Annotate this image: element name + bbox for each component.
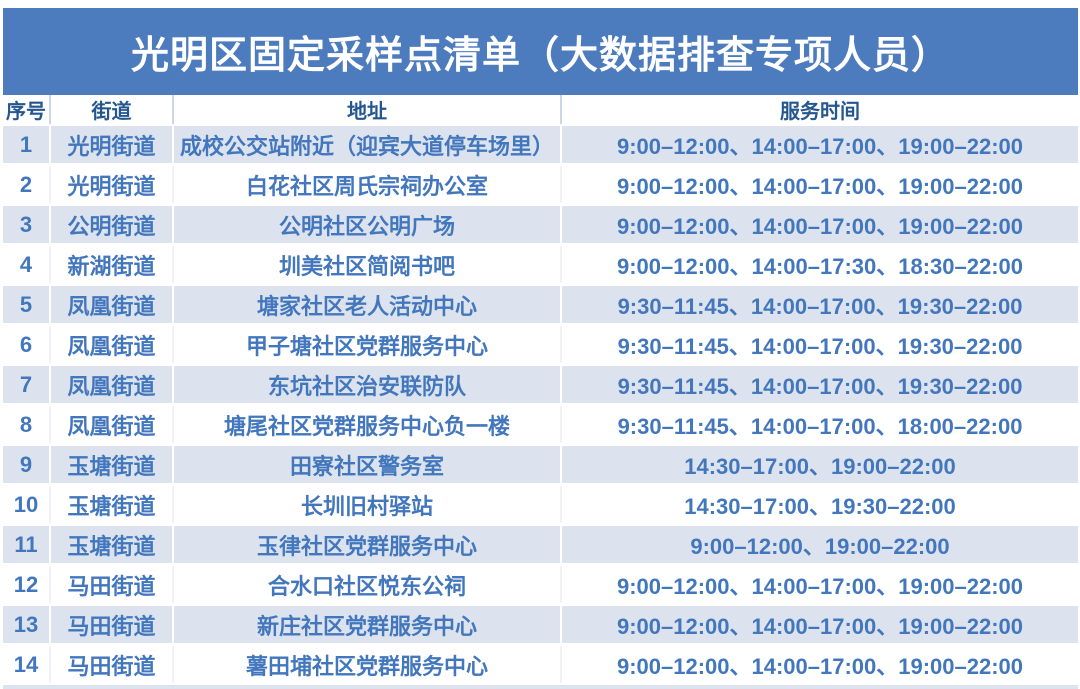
street-cell: 凤凰街道 [50,284,174,326]
service-time-cell: 9:30–11:45、14:00–17:00、19:30–22:00 [561,324,1078,366]
address-cell: 塘家社区老人活动中心 [173,284,562,326]
address-cell: 东坑社区治安联防队 [173,364,562,406]
address-cell: 甲子塘社区党群服务中心 [173,324,562,366]
row-seq-cell: 4 [3,244,51,286]
address-cell: 白花社区周氏宗祠办公室 [173,164,562,206]
table-row: 2 光明街道 白花社区周氏宗祠办公室 9:00–12:00、14:00–17:00、1… [3,164,1078,206]
address-cell: 薯田埔社区党群服务中心 [173,644,562,686]
street-cell: 马田街道 [50,644,174,686]
row-seq-cell: 6 [3,324,51,366]
street-cell: 凤凰街道 [50,364,174,406]
street-cell: 光明街道 [50,164,174,206]
row-seq-cell: 7 [3,364,51,406]
service-time-cell: 9:30–11:45、14:00–17:00、19:30–22:00 [561,364,1078,406]
service-time-cell: 9:30–11:45、14:00–17:00、19:30–22:00 [561,284,1078,326]
table-header: 序号 街道 地址 服务时间 [3,95,1078,126]
service-time-cell: 9:00–12:00、14:00–17:00、19:00–22:00 [561,125,1078,166]
header-row: 序号 街道 地址 服务时间 [3,95,1078,126]
row-seq-cell: 8 [3,404,51,446]
table-row: 4 新湖街道 圳美社区简阅书吧 9:00–12:00、14:00–17:30、18:3… [3,244,1078,286]
column-header-street: 街道 [50,95,174,126]
table-row: 7 凤凰街道 东坑社区治安联防队 9:30–11:45、14:00–17:00、19:… [3,364,1078,406]
row-seq-cell: 5 [3,284,51,326]
table-body: 1 光明街道 成校公交站附近（迎宾大道停车场里） 9:00–12:00、14:00–1… [3,125,1078,686]
street-cell: 新湖街道 [50,244,174,286]
street-cell: 马田街道 [50,604,174,646]
address-cell: 圳美社区简阅书吧 [173,244,562,286]
service-time-cell: 9:00–12:00、14:00–17:00、19:00–22:00 [561,604,1078,646]
column-header-address: 地址 [173,95,562,126]
street-cell: 玉塘街道 [50,484,174,526]
table-row: 5 凤凰街道 塘家社区老人活动中心 9:30–11:45、14:00–17:00、19… [3,284,1078,326]
title-banner: 光明区固定采样点清单（大数据排查专项人员） [3,8,1078,95]
table-row: 10 玉塘街道 长圳旧村驿站 14:30–17:00、19:30–22:00 [3,484,1078,526]
sampling-points-table: 序号 街道 地址 服务时间 1 光明街道 成校公交站附近（迎宾大道停车场里） 9:00… [3,95,1078,686]
service-time-cell: 9:00–12:00、14:00–17:00、19:00–22:00 [561,204,1078,246]
street-cell: 玉塘街道 [50,524,174,566]
row-seq-cell: 14 [3,644,51,686]
address-cell: 长圳旧村驿站 [173,484,562,526]
address-cell: 田寮社区警务室 [173,444,562,486]
street-cell: 凤凰街道 [50,324,174,366]
street-cell: 玉塘街道 [50,444,174,486]
service-time-cell: 9:30–11:45、14:00–17:00、18:00–22:00 [561,404,1078,446]
street-cell: 凤凰街道 [50,404,174,446]
table-row: 12 马田街道 合水口社区悦东公祠 9:00–12:00、14:00–17:00、19… [3,564,1078,606]
service-time-cell: 14:30–17:00、19:30–22:00 [561,484,1078,526]
row-seq-cell: 3 [3,204,51,246]
table-row: 14 马田街道 薯田埔社区党群服务中心 9:00–12:00、14:00–17:00、… [3,644,1078,686]
row-seq-cell: 1 [3,125,51,166]
address-cell: 公明社区公明广场 [173,204,562,246]
row-seq-cell: 9 [3,444,51,486]
row-seq-cell: 2 [3,164,51,206]
table-row: 13 马田街道 新庄社区党群服务中心 9:00–12:00、14:00–17:00、1… [3,604,1078,646]
column-header-seq: 序号 [3,95,51,126]
address-cell: 成校公交站附近（迎宾大道停车场里） [173,125,562,166]
table-row: 3 公明街道 公明社区公明广场 9:00–12:00、14:00–17:00、19:0… [3,204,1078,246]
row-seq-cell: 12 [3,564,51,606]
street-cell: 光明街道 [50,125,174,166]
address-cell: 塘尾社区党群服务中心负一楼 [173,404,562,446]
service-time-cell: 9:00–12:00、14:00–17:00、19:00–22:00 [561,164,1078,206]
table-row: 9 玉塘街道 田寮社区警务室 14:30–17:00、19:00–22:00 [3,444,1078,486]
table-row: 6 凤凰街道 甲子塘社区党群服务中心 9:30–11:45、14:00–17:00、1… [3,324,1078,366]
partial-row-strip [3,685,1078,689]
address-cell: 新庄社区党群服务中心 [173,604,562,646]
row-seq-cell: 13 [3,604,51,646]
service-time-cell: 9:00–12:00、14:00–17:30、18:30–22:00 [561,244,1078,286]
street-cell: 马田街道 [50,564,174,606]
page-title: 光明区固定采样点清单（大数据排查专项人员） [130,35,950,77]
service-time-cell: 14:30–17:00、19:00–22:00 [561,444,1078,486]
table-row: 8 凤凰街道 塘尾社区党群服务中心负一楼 9:30–11:45、14:00–17:00… [3,404,1078,446]
service-time-cell: 9:00–12:00、19:00–22:00 [561,524,1078,566]
street-cell: 公明街道 [50,204,174,246]
row-seq-cell: 10 [3,484,51,526]
service-time-cell: 9:00–12:00、14:00–17:00、19:00–22:00 [561,564,1078,606]
service-time-cell: 9:00–12:00、14:00–17:00、19:00–22:00 [561,644,1078,686]
table-row: 11 玉塘街道 玉律社区党群服务中心 9:00–12:00、19:00–22:00 [3,524,1078,566]
table-row: 1 光明街道 成校公交站附近（迎宾大道停车场里） 9:00–12:00、14:00–1… [3,125,1078,166]
column-header-service-time: 服务时间 [561,95,1078,126]
address-cell: 玉律社区党群服务中心 [173,524,562,566]
address-cell: 合水口社区悦东公祠 [173,564,562,606]
row-seq-cell: 11 [3,524,51,566]
